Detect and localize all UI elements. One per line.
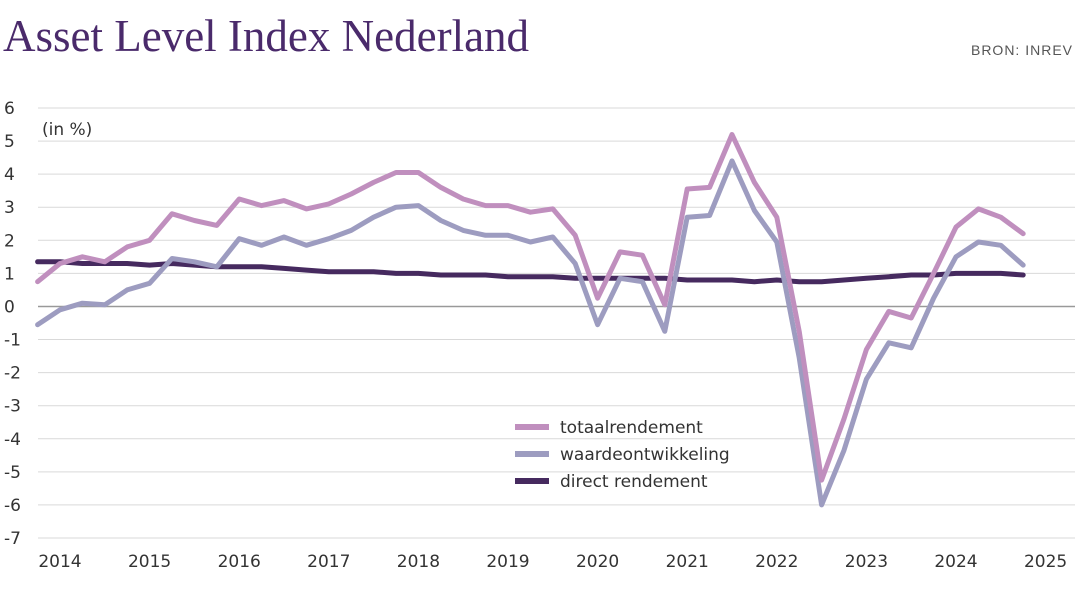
y-tick-label: 1 xyxy=(4,264,15,284)
series-layer xyxy=(35,132,1026,508)
grid-layer xyxy=(38,107,1075,539)
x-tick-label: 2017 xyxy=(307,552,350,572)
series-line-totaalrendement xyxy=(35,132,1026,483)
series-line-waardeontwikkeling xyxy=(35,158,1026,508)
x-tick-label: 2016 xyxy=(218,552,261,572)
y-tick-label: -6 xyxy=(4,496,21,516)
y-axis: 6 5 4 3 2 1 0 -1 -2 -3 -4 -5 -6 -7 xyxy=(4,99,21,549)
x-tick-label: 2023 xyxy=(845,552,888,572)
y-tick-label: 2 xyxy=(4,231,15,251)
x-tick-label: 2022 xyxy=(755,552,798,572)
x-tick-label: 2021 xyxy=(666,552,709,572)
y-tick-label: -4 xyxy=(4,430,21,450)
x-tick-label: 2019 xyxy=(486,552,529,572)
y-tick-label: -7 xyxy=(4,529,21,549)
y-tick-label: -3 xyxy=(4,397,21,417)
x-tick-label: 2014 xyxy=(38,552,81,572)
legend-label: waardeontwikkeling xyxy=(560,445,730,465)
legend-label: totaalrendement xyxy=(560,418,703,438)
x-tick-label: 2018 xyxy=(397,552,440,572)
series-line-direct-rendement xyxy=(35,259,1026,285)
x-axis: 2014 2015 2016 2017 2018 2019 2020 2021 2022 2023… xyxy=(38,552,1067,572)
x-tick-label: 2015 xyxy=(128,552,171,572)
y-tick-label: -5 xyxy=(4,463,21,483)
y-tick-label: 4 xyxy=(4,165,15,185)
y-tick-label: 0 xyxy=(4,297,15,317)
chart-title: Asset Level Index Nederland xyxy=(3,11,530,61)
source-label: BRON: INREV xyxy=(970,42,1073,58)
y-unit-label: (in %) xyxy=(42,120,92,140)
y-tick-label: 6 xyxy=(4,99,15,119)
y-tick-label: 3 xyxy=(4,198,15,218)
x-tick-label: 2024 xyxy=(934,552,977,572)
legend: totaalrendement waardeontwikkeling direct … xyxy=(515,418,730,492)
x-tick-label: 2025 xyxy=(1024,552,1067,572)
x-tick-label: 2020 xyxy=(576,552,619,572)
y-tick-label: 5 xyxy=(4,132,15,152)
legend-label: direct rendement xyxy=(560,472,708,492)
y-tick-label: -1 xyxy=(4,331,21,351)
y-tick-label: -2 xyxy=(4,364,21,384)
